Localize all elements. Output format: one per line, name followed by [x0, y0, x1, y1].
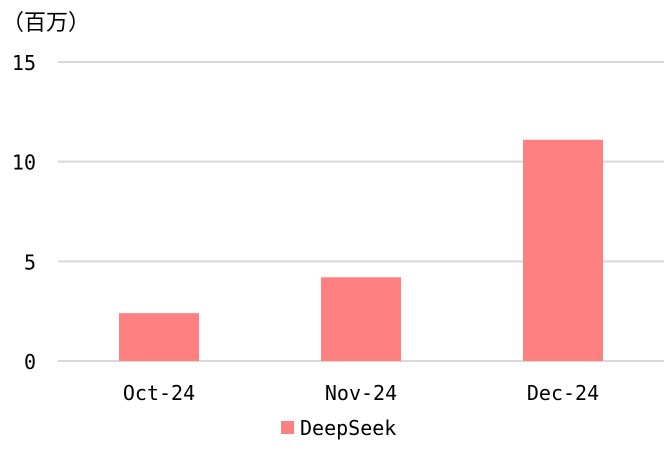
- legend-swatch-deepseek: [281, 421, 294, 434]
- bar-oct-24: [119, 313, 199, 361]
- x-tick-label: Oct-24: [123, 381, 195, 405]
- bar-dec-24: [523, 139, 603, 361]
- x-tick-label: Dec-24: [527, 381, 599, 405]
- y-tick-label: 5: [24, 250, 36, 274]
- x-tick-label: Nov-24: [325, 381, 397, 405]
- bars: [119, 139, 603, 361]
- y-tick-label: 0: [24, 350, 36, 374]
- y-tick-label: 15: [12, 51, 36, 75]
- y-tick-labels: 0 5 10 15: [12, 51, 36, 374]
- legend-label-deepseek: DeepSeek: [300, 416, 396, 440]
- bar-nov-24: [321, 277, 401, 361]
- y-tick-label: 10: [12, 151, 36, 175]
- x-tick-labels: Oct-24 Nov-24 Dec-24: [123, 381, 599, 405]
- y-axis-unit-label: （百万）: [2, 11, 90, 36]
- legend: DeepSeek: [281, 416, 396, 440]
